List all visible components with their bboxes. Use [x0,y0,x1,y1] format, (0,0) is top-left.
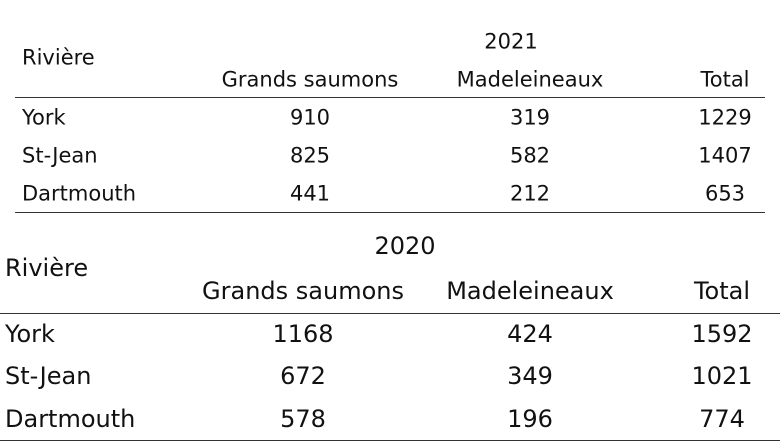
header-rule [15,97,765,98]
cell-value: 774 [699,405,745,433]
header-rule [0,313,780,314]
row-label: Dartmouth [5,405,136,433]
cell-value: 578 [280,405,326,433]
cell-value: 1021 [691,362,753,390]
cell-value: 672 [280,362,326,390]
column-header: Grands saumons [202,277,404,305]
column-header: Total [700,67,750,92]
column-header: Total [693,277,751,305]
year-header: 2020 [374,232,436,260]
column-header: Grands saumons [221,67,399,92]
column-header: Madeleineaux [446,277,614,305]
column-header: Madeleineaux [456,67,604,92]
bottom-rule [0,440,780,441]
cell-value: 1407 [698,143,752,168]
cell-value: 424 [507,320,553,348]
year-header: 2021 [484,29,538,54]
cell-value: 910 [289,105,331,130]
row-label: St-Jean [22,143,98,168]
row-label: St-Jean [5,362,92,390]
cell-value: 1168 [272,320,334,348]
cell-value: 196 [507,405,553,433]
row-label: York [22,105,66,130]
bottom-rule [15,212,765,213]
cell-value: 212 [509,181,551,206]
cell-value: 1592 [691,320,753,348]
cell-value: 1229 [698,105,752,130]
cell-value: 349 [507,362,553,390]
cell-value: 582 [509,143,551,168]
row-label: Dartmouth [22,181,137,206]
row-header: Rivière [22,45,95,70]
row-label: York [5,320,55,348]
cell-value: 441 [289,181,331,206]
cell-value: 825 [289,143,331,168]
cell-value: 319 [509,105,551,130]
cell-value: 653 [704,181,746,206]
row-header: Rivière [5,254,89,282]
